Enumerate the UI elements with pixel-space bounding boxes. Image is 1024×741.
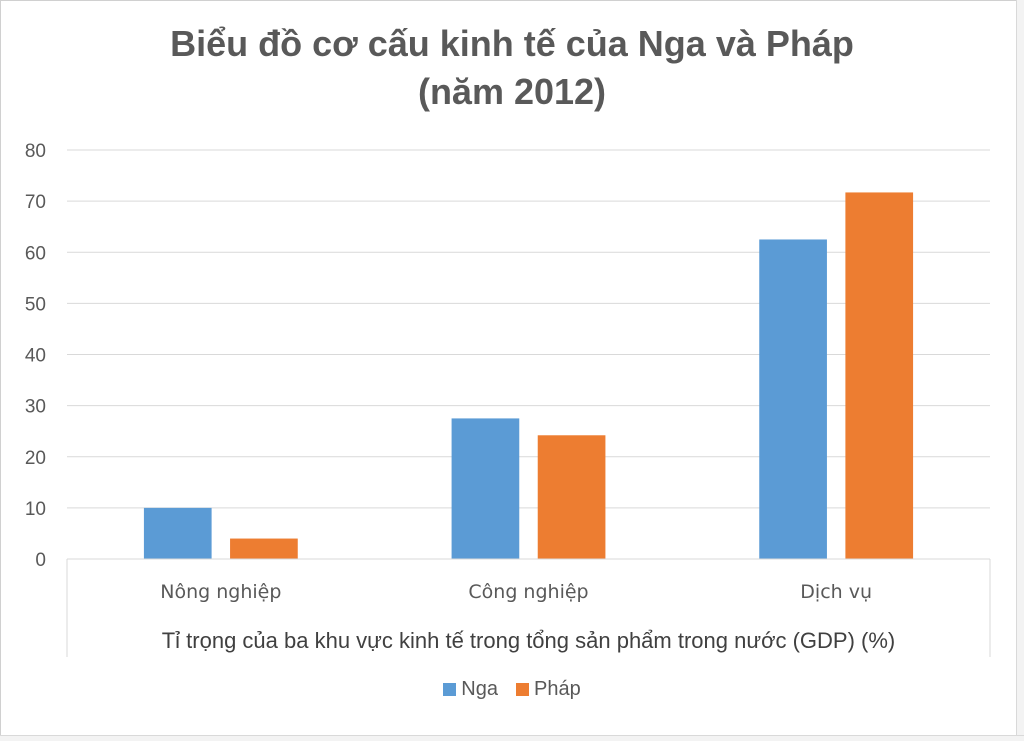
x-axis-title: Tỉ trọng của ba khu vực kinh tế trong tổ… <box>162 628 896 653</box>
y-tick-label: 0 <box>35 550 46 571</box>
legend-label: Nga <box>461 678 498 700</box>
bar-pháp <box>230 538 298 559</box>
category-label: Dịch vụ <box>800 581 872 603</box>
chart-subtitle: (năm 2012) <box>417 71 607 112</box>
legend-swatch <box>443 683 457 696</box>
category-label: Công nghiệp <box>468 581 588 603</box>
y-tick-label: 40 <box>25 346 46 367</box>
bar-nga <box>143 507 212 559</box>
category-label: Nông nghiệp <box>160 581 281 603</box>
y-tick-label: 60 <box>25 243 46 264</box>
y-tick-label: 70 <box>25 192 46 213</box>
chart-legend: Nga Pháp <box>0 678 1024 701</box>
spreadsheet-bottom-edge <box>0 735 1024 741</box>
legend-item: Pháp <box>515 678 581 701</box>
bar-nga <box>451 418 520 559</box>
y-tick-label: 10 <box>25 499 46 520</box>
bar-pháp <box>845 192 914 559</box>
legend-item: Nga <box>443 678 498 701</box>
chart-title-block: Biểu đồ cơ cấu kinh tế của Nga và Pháp (… <box>0 20 1024 116</box>
legend-label: Pháp <box>533 678 581 700</box>
bar-nga <box>759 239 827 559</box>
y-tick-label: 80 <box>25 141 46 162</box>
y-tick-label: 20 <box>25 448 46 469</box>
chart-title: Biểu đồ cơ cấu kinh tế của Nga và Pháp <box>170 23 854 64</box>
y-tick-label: 30 <box>25 397 46 418</box>
legend-swatch <box>515 683 529 696</box>
y-tick-label: 50 <box>25 294 46 315</box>
bar-pháp <box>537 435 606 559</box>
spreadsheet-right-edge <box>1016 0 1024 741</box>
